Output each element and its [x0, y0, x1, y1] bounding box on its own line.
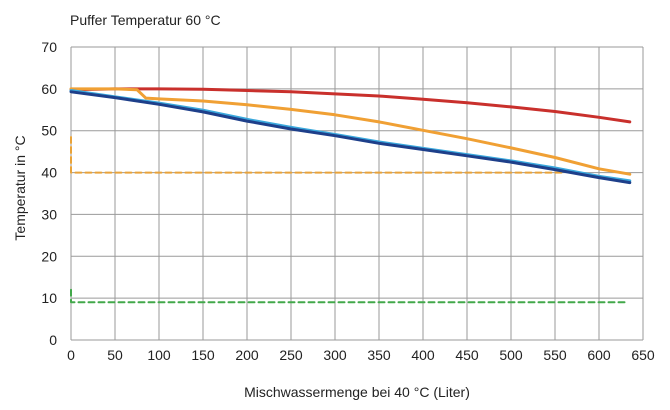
series-line-4	[69, 87, 632, 176]
x-axis-label: Mischwassermenge bei 40 °C (Liter)	[244, 384, 470, 400]
x-tick-label: 500	[499, 347, 523, 363]
series-line-2	[70, 288, 627, 304]
y-axis-label: Temperatur in °C	[12, 135, 28, 240]
y-tick-label: 10	[41, 290, 57, 306]
series-line-6	[69, 90, 632, 185]
x-tick-label: 300	[323, 347, 347, 363]
series-line-3	[69, 87, 632, 124]
y-tick-label: 20	[41, 248, 57, 264]
y-tick-label: 70	[41, 39, 57, 55]
y-tick-label: 30	[41, 206, 57, 222]
chart-title: Puffer Temperatur 60 °C	[70, 12, 221, 28]
x-tick-label: 250	[279, 347, 303, 363]
x-tick-label: 600	[587, 347, 611, 363]
y-tick-label: 60	[41, 81, 57, 97]
series-group	[69, 87, 632, 304]
x-tick-label: 0	[67, 347, 75, 363]
grid	[70, 46, 644, 341]
x-tick-label: 150	[191, 347, 215, 363]
y-tick-label: 0	[49, 332, 57, 348]
y-tick-label: 40	[41, 165, 57, 181]
x-tick-label: 450	[455, 347, 479, 363]
y-tick-label: 50	[41, 123, 57, 139]
x-tick-label: 400	[411, 347, 435, 363]
tick-labels: 0 50 100 150 200 250 300 350 400 450 500 550 600 650 0…	[41, 39, 654, 363]
x-tick-label: 50	[107, 347, 123, 363]
x-tick-label: 550	[543, 347, 567, 363]
x-tick-label: 650	[631, 347, 655, 363]
x-tick-label: 200	[235, 347, 259, 363]
series-line-1	[70, 136, 565, 174]
x-tick-label: 100	[147, 347, 171, 363]
x-tick-label: 350	[367, 347, 391, 363]
